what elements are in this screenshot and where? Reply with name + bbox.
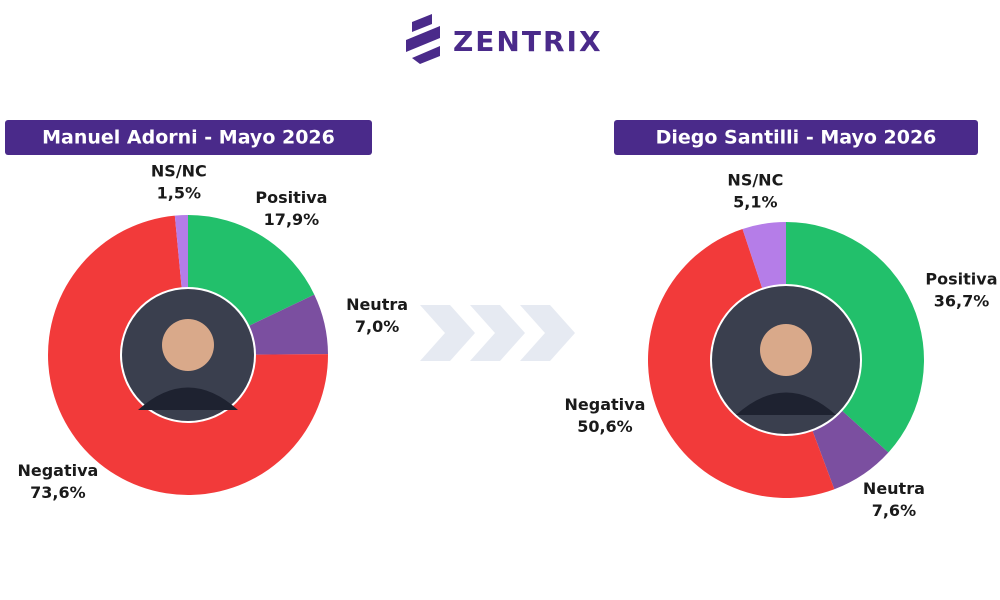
value-label: 7,0%	[355, 317, 399, 336]
donut-segment	[786, 221, 925, 453]
category-label: Neutra	[346, 295, 408, 314]
chart-title: Diego Santilli - Mayo 2026	[656, 127, 937, 149]
value-label: 50,6%	[577, 417, 633, 436]
donut-segment	[742, 222, 786, 288]
category-label: Neutra	[863, 479, 925, 498]
title-bar	[614, 120, 978, 155]
value-label: 5,1%	[733, 193, 777, 212]
value-label: 17,9%	[264, 210, 320, 229]
logo-icon	[406, 14, 440, 64]
category-label: Positiva	[255, 188, 327, 207]
category-label: Positiva	[925, 270, 997, 289]
category-label: Negativa	[17, 461, 98, 480]
category-label: NS/NC	[151, 162, 207, 181]
category-label: Negativa	[565, 395, 646, 414]
value-label: 1,5%	[157, 184, 201, 203]
donut-segment	[174, 215, 188, 288]
value-label: 73,6%	[30, 483, 86, 502]
value-label: 7,6%	[872, 501, 916, 520]
brand: ZENTRIX	[453, 25, 603, 58]
donut-segment	[812, 410, 889, 490]
donut-segment	[47, 215, 328, 495]
donut-segment	[188, 215, 315, 326]
donut-segment	[648, 229, 835, 499]
arrows	[420, 305, 575, 361]
portrait-face	[162, 319, 214, 371]
category-label: NS/NC	[727, 171, 783, 190]
chart-title: Manuel Adorni - Mayo 2026	[42, 127, 335, 149]
portrait-suit	[736, 392, 836, 415]
donut-segment	[249, 294, 328, 355]
portrait-suit	[138, 387, 238, 410]
value-label: 36,7%	[934, 292, 990, 311]
portrait-face	[760, 324, 812, 376]
title-bar	[5, 120, 372, 155]
